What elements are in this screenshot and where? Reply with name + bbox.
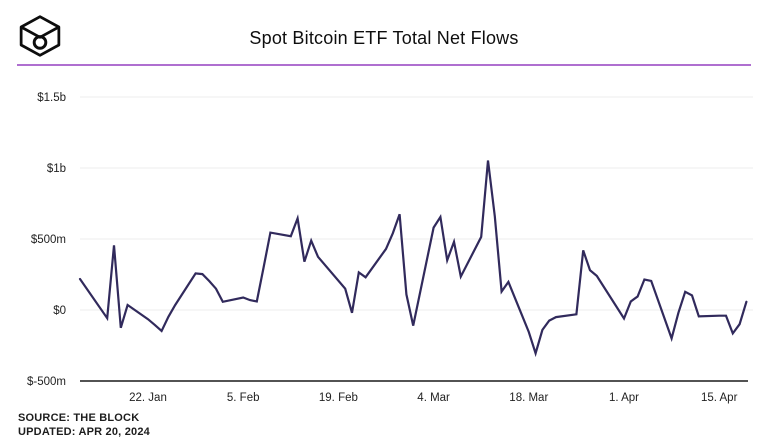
y-tick-label: $500m (31, 234, 66, 246)
source-attribution: SOURCE: THE BLOCK UPDATED: APR 20, 2024 (18, 411, 150, 439)
y-tick-label: $1.5b (37, 92, 66, 104)
y-tick-label: $0 (53, 305, 66, 317)
x-tick-label: 1. Apr (609, 392, 639, 404)
x-tick-label: 18. Mar (509, 392, 548, 404)
x-tick-label: 22. Jan (129, 392, 167, 404)
x-tick-label: 5. Feb (227, 392, 260, 404)
x-tick-label: 4. Mar (417, 392, 450, 404)
chart-title: Spot Bitcoin ETF Total Net Flows (249, 28, 519, 48)
accent-divider (17, 64, 751, 66)
the-block-logo (19, 15, 61, 57)
logo-cube-outline (19, 15, 61, 57)
logo-circle (32, 35, 48, 50)
net-flows-series-line (78, 160, 748, 358)
source-line: SOURCE: THE BLOCK (18, 412, 140, 424)
x-tick-label: 19. Feb (319, 392, 358, 404)
x-tick-label: 15. Apr (701, 392, 738, 404)
updated-line: UPDATED: APR 20, 2024 (18, 426, 150, 438)
y-tick-label: $1b (47, 163, 66, 175)
y-tick-label: $-500m (27, 376, 66, 388)
